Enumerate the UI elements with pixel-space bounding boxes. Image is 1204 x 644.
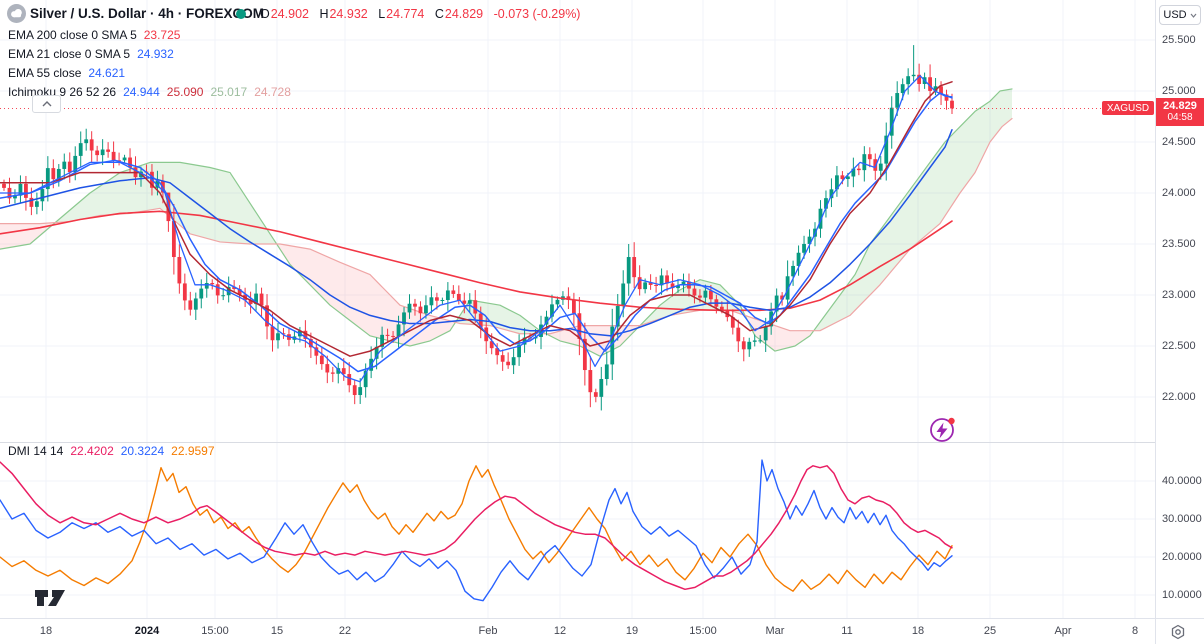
price-axis-label: 23.000 <box>1162 289 1196 301</box>
indicator-label: Ichimoku 9 26 52 26 <box>8 85 117 99</box>
indicator-label: EMA 200 close 0 SMA 5 <box>8 28 137 42</box>
dmi-axis-label: 30.0000 <box>1162 513 1202 525</box>
indicator-value: 24.728 <box>254 85 291 99</box>
time-axis-label: 12 <box>553 625 567 637</box>
indicator-value: 24.932 <box>137 47 174 61</box>
price-axis-label: 22.000 <box>1162 391 1196 403</box>
indicator-value: 24.944 <box>123 85 160 99</box>
indicator-legend-row[interactable]: EMA 200 close 0 SMA 5 23.725 <box>8 26 291 45</box>
tradingview-watermark-icon[interactable] <box>33 586 83 610</box>
dmi-legend[interactable]: DMI 14 14 22.4202 20.3224 22.9597 <box>8 444 215 458</box>
time-axis-label: 18 <box>911 625 925 637</box>
ohlc-high-value: 24.932 <box>329 7 368 21</box>
dmi-value: 22.9597 <box>171 444 215 458</box>
change-value: -0.073 (-0.29%) <box>493 7 581 21</box>
chevron-up-icon <box>42 101 51 107</box>
time-axis-label: 15:00 <box>689 625 717 637</box>
ohlc-close-label: C <box>434 7 444 21</box>
chevron-down-icon <box>1190 13 1197 18</box>
ohlc-readout: O24.902 H24.932 L24.774 C24.829 -0.073 (… <box>260 7 580 21</box>
symbol-title[interactable]: Silver / U.S. Dollar · 4h · FOREXCOM <box>30 6 265 21</box>
collapse-legend-button[interactable] <box>32 95 61 113</box>
last-price-label: 24.829 04:58 <box>1156 98 1204 126</box>
dmi-pane-canvas[interactable] <box>0 442 1155 618</box>
ohlc-open-value: 24.902 <box>270 7 309 21</box>
dmi-legend-label: DMI 14 14 <box>8 444 64 458</box>
indicator-value: 25.090 <box>166 85 204 99</box>
time-axis-label: 2024 <box>134 625 160 637</box>
ohlc-high-label: H <box>319 7 329 21</box>
indicator-legend: EMA 200 close 0 SMA 5 23.725 EMA 21 close … <box>8 26 291 102</box>
symbol-logo-icon <box>7 4 26 23</box>
gear-icon[interactable] <box>1170 624 1186 640</box>
axis-corner-divider <box>1155 619 1156 644</box>
time-axis-label: Apr <box>1054 625 1072 637</box>
notification-dot-icon <box>948 417 955 425</box>
pane-separator[interactable] <box>0 442 1155 443</box>
price-axis-label: 25.500 <box>1162 34 1196 46</box>
lightning-icon[interactable] <box>927 414 959 446</box>
indicator-value: 24.621 <box>88 66 126 80</box>
dmi-axis-label: 40.0000 <box>1162 475 1202 487</box>
time-axis-label: 22 <box>338 625 352 637</box>
time-axis-label: 19 <box>625 625 639 637</box>
price-axis-label: 24.500 <box>1162 136 1196 148</box>
dmi-value: 20.3224 <box>120 444 165 458</box>
price-pane-canvas[interactable] <box>0 0 1155 442</box>
ohlc-low-value: 24.774 <box>386 7 425 21</box>
symbol-price-tag: XAGUSD <box>1102 101 1154 115</box>
indicator-legend-row[interactable]: EMA 55 close 24.621 <box>8 64 291 83</box>
price-axis-label: 23.500 <box>1162 238 1196 250</box>
dmi-axis-label: 20.0000 <box>1162 551 1202 563</box>
price-axis-label: 22.500 <box>1162 340 1196 352</box>
time-axis-label: Feb <box>478 625 498 637</box>
indicator-legend-row[interactable]: EMA 21 close 0 SMA 5 24.932 <box>8 45 291 64</box>
indicator-label: EMA 55 close <box>8 66 82 80</box>
time-axis[interactable]: 18 2024 15:00 15 22 Feb 12 19 15:00 Mar 11 18 25 Apr 8 <box>0 618 1204 644</box>
time-axis-label: 11 <box>841 625 853 637</box>
indicator-value: 23.725 <box>143 28 181 42</box>
currency-selector[interactable]: USD <box>1159 5 1201 25</box>
time-axis-label: 15:00 <box>201 625 229 637</box>
indicator-label: EMA 21 close 0 SMA 5 <box>8 47 131 61</box>
ohlc-open-label: O <box>260 7 270 21</box>
ohlc-close-value: 24.829 <box>444 7 484 21</box>
indicator-value: 25.017 <box>210 85 248 99</box>
dmi-axis-label: 10.0000 <box>1162 589 1202 601</box>
last-price-value: 24.829 <box>1163 100 1197 112</box>
ohlc-low-label: L <box>378 7 386 21</box>
time-axis-label: 18 <box>39 625 53 637</box>
currency-label: USD <box>1163 9 1187 21</box>
market-status-dot-icon[interactable] <box>236 9 246 19</box>
price-axis-label: 24.000 <box>1162 187 1196 199</box>
bar-countdown: 04:58 <box>1167 112 1193 123</box>
time-axis-label: Mar <box>765 625 785 637</box>
time-axis-label: 15 <box>270 625 284 637</box>
time-axis-label: 25 <box>983 625 997 637</box>
price-axis-label: 25.000 <box>1162 85 1196 97</box>
time-axis-label: 8 <box>1131 625 1139 637</box>
dmi-value: 22.4202 <box>70 444 114 458</box>
